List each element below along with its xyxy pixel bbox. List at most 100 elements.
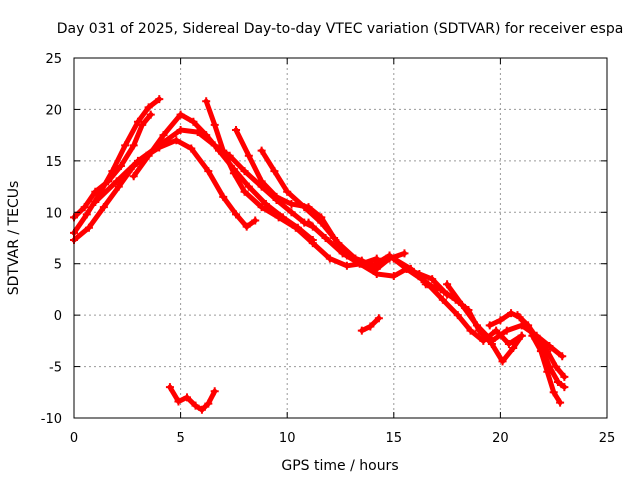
data-point — [334, 239, 343, 248]
satellite-track-10 — [391, 256, 525, 347]
data-point — [204, 399, 213, 408]
data-point — [400, 249, 409, 258]
data-point — [197, 405, 206, 414]
data-point — [176, 126, 185, 134]
data-point — [492, 326, 501, 335]
data-point — [560, 372, 569, 381]
data-point — [202, 97, 211, 106]
y-tick-label: -10 — [41, 412, 62, 427]
data-point — [204, 167, 213, 176]
data-point — [304, 218, 313, 227]
data-point — [191, 401, 200, 410]
data-point — [146, 110, 155, 119]
data-point — [182, 393, 191, 402]
x-tick-label: 5 — [176, 431, 184, 446]
axis-ticks — [73, 57, 608, 419]
data-point — [138, 120, 147, 129]
data-point — [272, 192, 281, 201]
data-point — [502, 326, 511, 335]
data-point — [558, 352, 567, 361]
y-tick-label: 0 — [54, 309, 62, 324]
x-tick-label: 0 — [70, 431, 78, 446]
data-point — [232, 210, 241, 219]
data-point — [507, 309, 516, 318]
x-tick-label: 20 — [492, 431, 509, 446]
data-point — [321, 234, 330, 242]
data-point — [112, 177, 121, 186]
data-point — [242, 222, 251, 231]
data-point — [509, 344, 518, 353]
data-point — [189, 117, 198, 126]
data-point — [385, 251, 394, 260]
y-tick-label: 15 — [45, 155, 62, 170]
data-point — [355, 259, 364, 268]
data-point — [389, 254, 398, 263]
x-tick-label: 25 — [599, 431, 616, 446]
data-point — [556, 398, 565, 407]
data-point — [504, 339, 513, 348]
data-point — [210, 387, 219, 396]
x-tick-label: 10 — [279, 431, 296, 446]
data-point — [174, 397, 183, 406]
data-point — [104, 177, 113, 186]
data-point — [368, 261, 377, 270]
data-point — [536, 347, 545, 356]
data-point — [244, 151, 253, 160]
x-tick-labels: 0 5 10 15 20 25 — [70, 431, 615, 446]
data-point — [244, 182, 253, 191]
data-point — [202, 131, 211, 140]
data-point — [421, 280, 430, 289]
satellite-track-2 — [71, 112, 154, 220]
data-point — [114, 182, 123, 191]
data-point — [472, 321, 481, 330]
data-point — [487, 336, 496, 345]
data-point — [159, 131, 168, 140]
data-point — [261, 200, 270, 209]
satellite-track-9 — [306, 220, 450, 298]
data-point — [342, 261, 351, 270]
data-point — [325, 254, 334, 263]
data-point — [436, 285, 445, 294]
x-axis-label: GPS time / hours — [281, 458, 398, 474]
plot-frame — [73, 57, 608, 419]
data-point — [317, 218, 326, 227]
data-point — [219, 146, 228, 155]
data-point — [528, 331, 537, 340]
y-tick-label: 25 — [45, 52, 62, 67]
data-point — [543, 367, 552, 376]
data-point — [438, 295, 447, 304]
data-point — [274, 213, 283, 222]
data-point — [300, 203, 309, 212]
data-point — [366, 322, 375, 331]
data-point — [82, 210, 91, 219]
data-point — [80, 203, 89, 212]
data-point — [133, 117, 142, 126]
data-point — [524, 321, 533, 330]
data-point — [545, 342, 554, 350]
data-point — [257, 203, 266, 212]
data-point — [129, 141, 138, 150]
satellite-track-14 — [515, 312, 567, 380]
data-point — [498, 357, 507, 366]
satellite-track-6 — [203, 98, 380, 269]
data-point — [240, 187, 249, 196]
data-point — [240, 167, 249, 176]
data-point — [91, 198, 100, 206]
data-point — [99, 203, 108, 212]
data-point — [257, 177, 266, 186]
y-tick-label: 10 — [45, 206, 62, 221]
satellite-track-3 — [71, 137, 258, 243]
data-point — [210, 120, 219, 129]
data-point — [287, 200, 296, 209]
data-point — [551, 362, 560, 371]
data-point — [251, 216, 260, 225]
data-point — [172, 136, 181, 145]
data-point — [513, 311, 522, 320]
y-tick-label: 20 — [45, 103, 62, 118]
data-point — [485, 321, 494, 330]
data-point — [291, 223, 300, 232]
data-point — [287, 208, 296, 217]
data-point — [219, 192, 228, 201]
data-point — [517, 331, 526, 340]
